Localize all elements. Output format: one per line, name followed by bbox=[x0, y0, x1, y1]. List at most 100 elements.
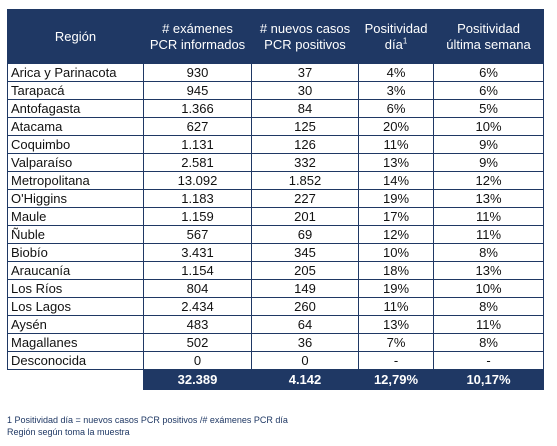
header-examenes-line2: PCR informados bbox=[149, 36, 246, 52]
table-header: Región # exámenes PCR informados # nuevo… bbox=[7, 9, 544, 64]
table-body: Arica y Parinacota 930 37 4% 6% Tarapacá 945 30… bbox=[7, 63, 544, 370]
header-nuevos-line2: PCR positivos bbox=[264, 36, 346, 52]
cell-positividad-dia: 11% bbox=[358, 297, 434, 316]
cell-examenes: 930 bbox=[143, 63, 252, 82]
cell-positividad-dia: 3% bbox=[358, 81, 434, 100]
cell-positividad-semana: - bbox=[433, 351, 544, 370]
cell-positividad-dia: 19% bbox=[358, 279, 434, 298]
cell-positividad-semana: 9% bbox=[433, 135, 544, 154]
cell-positividad-dia: 13% bbox=[358, 315, 434, 334]
cell-positividad-semana: 13% bbox=[433, 189, 544, 208]
cell-positividad-dia: 20% bbox=[358, 117, 434, 136]
cell-positividad-semana: 8% bbox=[433, 243, 544, 262]
cell-region: Coquimbo bbox=[7, 135, 144, 154]
cell-examenes: 2.434 bbox=[143, 297, 252, 316]
total-nuevos: 4.142 bbox=[251, 369, 359, 390]
cell-nuevos: 1.852 bbox=[251, 171, 359, 190]
cell-nuevos: 30 bbox=[251, 81, 359, 100]
cell-positividad-dia: 18% bbox=[358, 261, 434, 280]
cell-region: Antofagasta bbox=[7, 99, 144, 118]
cell-nuevos: 36 bbox=[251, 333, 359, 352]
pcr-positivity-table-container: Región # exámenes PCR informados # nuevo… bbox=[7, 9, 544, 390]
cell-region: Maule bbox=[7, 207, 144, 226]
header-examenes: # exámenes PCR informados bbox=[143, 9, 252, 64]
cell-nuevos: 345 bbox=[251, 243, 359, 262]
cell-region: Valparaíso bbox=[7, 153, 144, 172]
cell-positividad-dia: 10% bbox=[358, 243, 434, 262]
table-row: Maule 1.159 201 17% 11% bbox=[7, 207, 544, 226]
total-examenes: 32.389 bbox=[143, 369, 252, 390]
cell-examenes: 502 bbox=[143, 333, 252, 352]
cell-region: Magallanes bbox=[7, 333, 144, 352]
table-row: Antofagasta 1.366 84 6% 5% bbox=[7, 99, 544, 118]
cell-positividad-dia: 14% bbox=[358, 171, 434, 190]
cell-nuevos: 260 bbox=[251, 297, 359, 316]
table-row: Los Ríos 804 149 19% 10% bbox=[7, 279, 544, 298]
table-row: Aysén 483 64 13% 11% bbox=[7, 315, 544, 334]
cell-examenes: 1.131 bbox=[143, 135, 252, 154]
cell-positividad-semana: 12% bbox=[433, 171, 544, 190]
cell-positividad-dia: 19% bbox=[358, 189, 434, 208]
cell-examenes: 945 bbox=[143, 81, 252, 100]
cell-examenes: 483 bbox=[143, 315, 252, 334]
cell-examenes: 3.431 bbox=[143, 243, 252, 262]
table-row: Magallanes 502 36 7% 8% bbox=[7, 333, 544, 352]
cell-positividad-dia: 11% bbox=[358, 135, 434, 154]
header-pos-dia-line1: Positividad bbox=[364, 20, 428, 36]
footnote-1: 1 Positividad día = nuevos casos PCR pos… bbox=[7, 415, 288, 425]
cell-positividad-semana: 9% bbox=[433, 153, 544, 172]
header-nuevos: # nuevos casos PCR positivos bbox=[251, 9, 359, 64]
cell-positividad-dia: - bbox=[358, 351, 434, 370]
header-nuevos-line1: # nuevos casos bbox=[259, 20, 351, 36]
table-row: Desconocida 0 0- - bbox=[7, 351, 544, 370]
cell-nuevos: 64 bbox=[251, 315, 359, 334]
cell-region: Arica y Parinacota bbox=[7, 63, 144, 82]
cell-positividad-dia: 17% bbox=[358, 207, 434, 226]
cell-nuevos: 201 bbox=[251, 207, 359, 226]
table-row: Metropolitana 13.092 1.852 14% 12% bbox=[7, 171, 544, 190]
cell-positividad-semana: 11% bbox=[433, 315, 544, 334]
cell-positividad-dia: 13% bbox=[358, 153, 434, 172]
cell-examenes: 2.581 bbox=[143, 153, 252, 172]
table-row: Atacama 627 125 20% 10% bbox=[7, 117, 544, 136]
cell-examenes: 0 bbox=[143, 351, 252, 370]
cell-positividad-semana: 6% bbox=[433, 63, 544, 82]
cell-nuevos: 84 bbox=[251, 99, 359, 118]
footnotes: 1 Positividad día = nuevos casos PCR pos… bbox=[7, 414, 288, 438]
cell-positividad-semana: 8% bbox=[433, 297, 544, 316]
table-row: Valparaíso 2.581 332 13% 9% bbox=[7, 153, 544, 172]
cell-region: Araucanía bbox=[7, 261, 144, 280]
header-pos-sem-line1: Positividad bbox=[457, 20, 520, 36]
table-row: Coquimbo 1.131 126 11% 9% bbox=[7, 135, 544, 154]
cell-positividad-semana: 10% bbox=[433, 117, 544, 136]
totals-row: 32.389 4.142 12,79% 10,17% bbox=[7, 369, 544, 390]
cell-region: Atacama bbox=[7, 117, 144, 136]
cell-region: Metropolitana bbox=[7, 171, 144, 190]
cell-positividad-dia: 4% bbox=[358, 63, 434, 82]
header-pos-sem-line2: última semana bbox=[446, 36, 531, 52]
cell-positividad-semana: 13% bbox=[433, 261, 544, 280]
cell-nuevos: 69 bbox=[251, 225, 359, 244]
cell-positividad-semana: 10% bbox=[433, 279, 544, 298]
header-region: Región bbox=[7, 9, 144, 64]
cell-region: Aysén bbox=[7, 315, 144, 334]
cell-nuevos: 125 bbox=[251, 117, 359, 136]
cell-nuevos: 126 bbox=[251, 135, 359, 154]
cell-region: Desconocida bbox=[7, 351, 144, 370]
cell-nuevos: 37 bbox=[251, 63, 359, 82]
header-positividad-dia: Positividad día1 bbox=[358, 9, 434, 64]
header-row: Región # exámenes PCR informados # nuevo… bbox=[7, 9, 544, 64]
table-row: Arica y Parinacota 930 37 4% 6% bbox=[7, 63, 544, 82]
table-row: Araucanía 1.154 205 18% 13% bbox=[7, 261, 544, 280]
header-region-label: Región bbox=[54, 28, 97, 44]
cell-positividad-semana: 11% bbox=[433, 225, 544, 244]
header-examenes-line1: # exámenes bbox=[162, 20, 233, 36]
cell-region: Los Ríos bbox=[7, 279, 144, 298]
cell-positividad-dia: 6% bbox=[358, 99, 434, 118]
cell-examenes: 627 bbox=[143, 117, 252, 136]
cell-nuevos: 332 bbox=[251, 153, 359, 172]
cell-region: Biobío bbox=[7, 243, 144, 262]
table-row: Ñuble 567 69 12% 11% bbox=[7, 225, 544, 244]
cell-examenes: 1.366 bbox=[143, 99, 252, 118]
table-row: O'Higgins 1.183 227 19% 13% bbox=[7, 189, 544, 208]
